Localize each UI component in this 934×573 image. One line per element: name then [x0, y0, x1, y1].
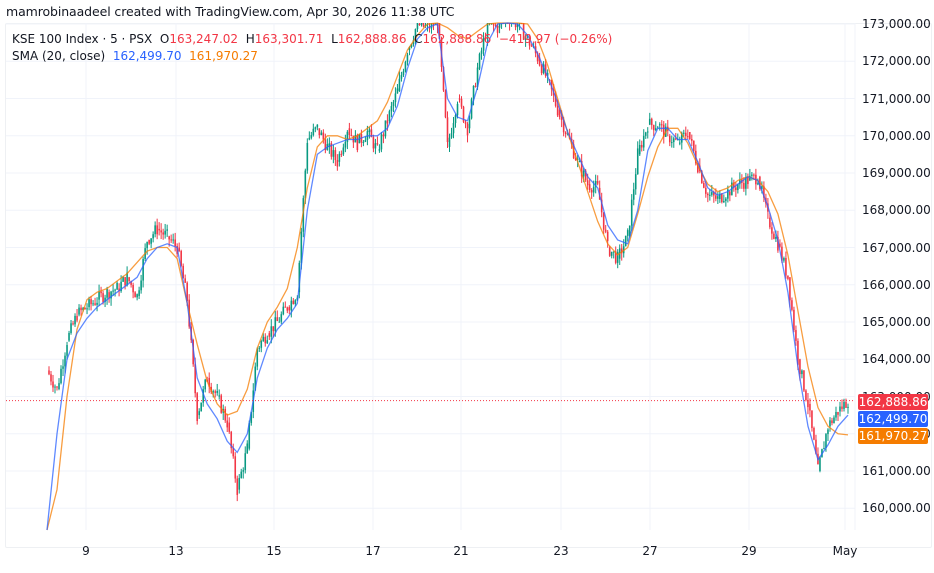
chart-grid [6, 23, 855, 530]
time-tick-label: 23 [553, 544, 569, 558]
time-tick-label: 13 [168, 544, 184, 558]
price-tick-label: 168,000.00 [862, 203, 931, 218]
price-tick-label: 171,000.00 [862, 91, 931, 106]
price-tick-label: 169,000.00 [862, 166, 931, 180]
sma-fast-line [46, 22, 849, 531]
price-tick-label: 166,000.00 [862, 277, 931, 292]
price-tick-label: 173,000.00 [862, 17, 931, 31]
last-price-label: 162,888.86 [858, 394, 928, 410]
time-tick-label: May [832, 544, 858, 558]
high-value: 163,301.71 [254, 32, 324, 46]
sma-slow-line [46, 22, 849, 531]
close-label: C [414, 32, 423, 46]
close-value: 162,888.86 [422, 32, 492, 46]
time-tick-label: 15 [266, 544, 282, 558]
indicator-label[interactable]: SMA (20, close) [12, 49, 106, 63]
time-tick-label: 17 [365, 544, 381, 558]
indicator-row: SMA (20, close) 162,499.70 161,970.27 [12, 48, 612, 65]
time-tick-label: 21 [453, 544, 469, 558]
ohlc-row: KSE 100 Index · 5 · PSX O163,247.02 H163… [12, 31, 612, 48]
open-label: O [159, 32, 170, 46]
change-value: −419.97 (−0.26%) [498, 32, 613, 46]
low-value: 162,888.86 [337, 32, 407, 46]
sma-slow-price-label: 161,970.27 [858, 428, 928, 444]
price-tick-label: 170,000.00 [862, 128, 931, 143]
symbol-label[interactable]: KSE 100 Index · 5 · PSX [12, 32, 153, 46]
low-label: L [331, 32, 338, 46]
sma-slow-value: 161,970.27 [189, 49, 258, 63]
price-tick-label: 164,000.00 [862, 352, 931, 367]
price-tick-label: 161,000.00 [862, 464, 931, 478]
chart-legend: KSE 100 Index · 5 · PSX O163,247.02 H163… [12, 31, 612, 65]
chart-credit: mamrobinaadeel created with TradingView.… [6, 4, 455, 19]
high-label: H [245, 32, 255, 46]
time-tick-label: 9 [82, 544, 90, 558]
time-tick-label: 27 [642, 544, 658, 558]
price-tick-label: 165,000.00 [862, 315, 931, 329]
candlesticks [48, 23, 849, 502]
price-tick-label: 167,000.00 [862, 240, 931, 255]
sma-fast-value: 162,499.70 [112, 49, 182, 63]
sma-fast-price-label: 162,499.70 [858, 411, 928, 427]
price-tick-label: 172,000.00 [862, 54, 931, 69]
open-value: 163,247.02 [169, 32, 239, 46]
price-tick-label: 160,000.00 [862, 501, 931, 516]
time-tick-label: 29 [741, 544, 757, 558]
